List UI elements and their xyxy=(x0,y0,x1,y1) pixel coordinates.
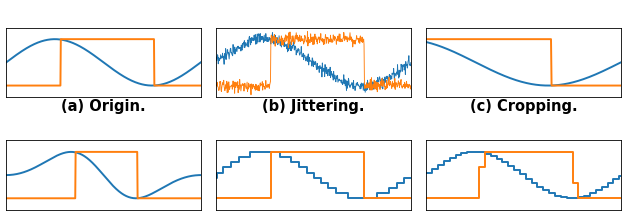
X-axis label: (b) Jittering.: (b) Jittering. xyxy=(262,99,365,114)
X-axis label: (a) Origin.: (a) Origin. xyxy=(61,99,146,114)
X-axis label: (c) Cropping.: (c) Cropping. xyxy=(470,99,577,114)
